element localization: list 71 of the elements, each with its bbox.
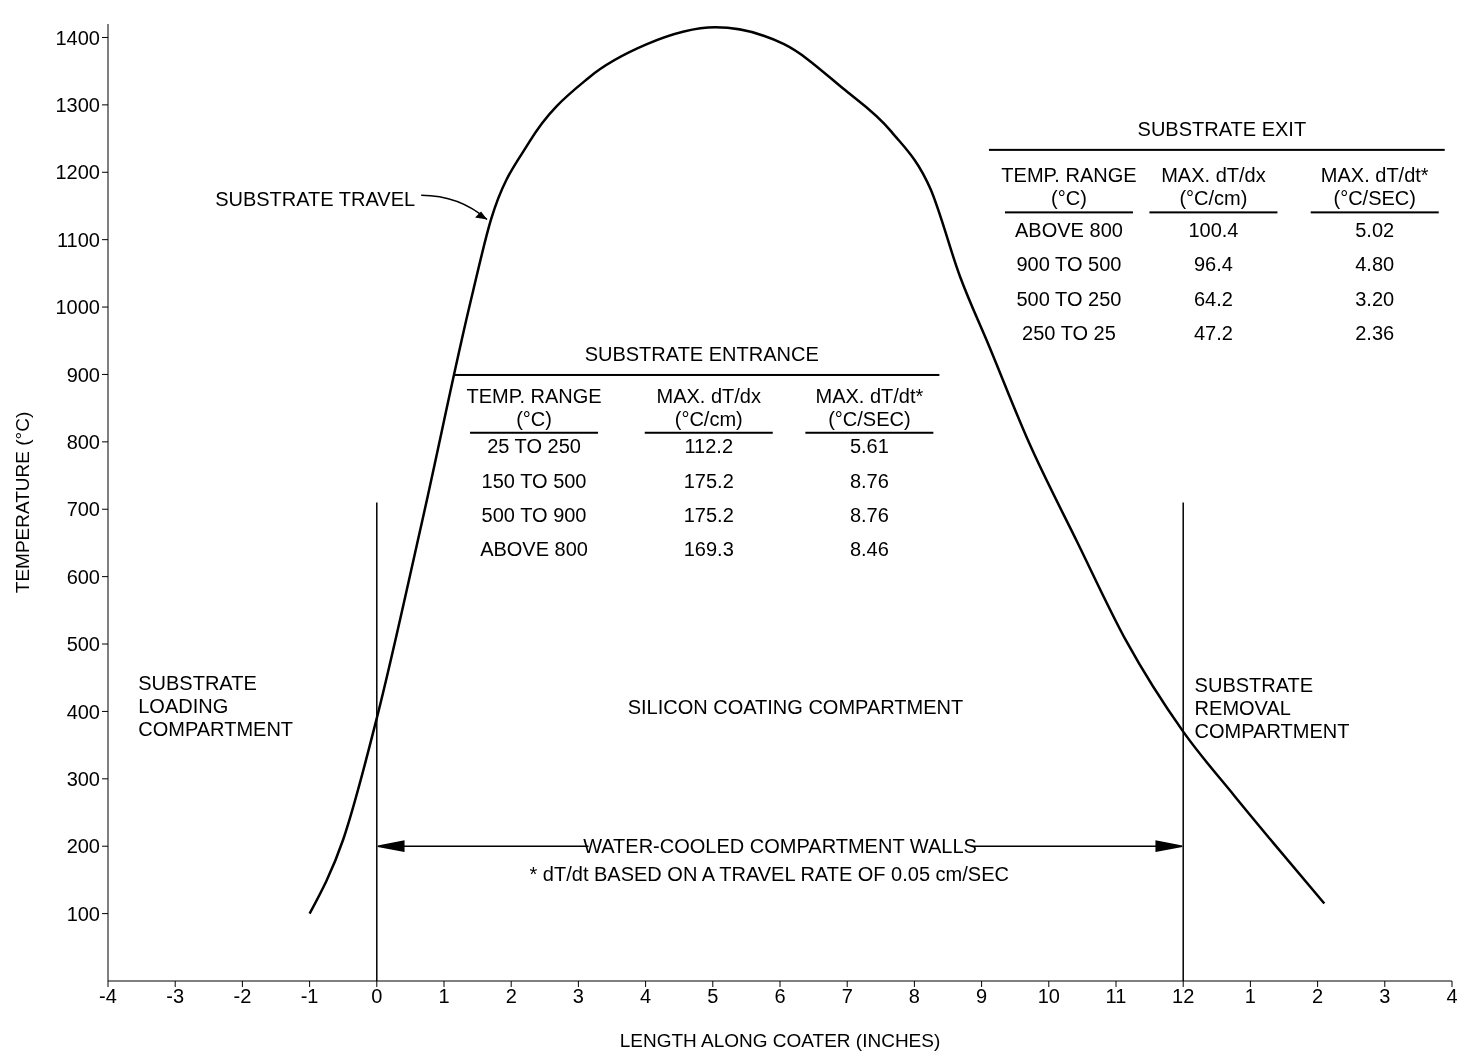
x-tick-label: 8 [908,985,920,1008]
annotation: 8.46 [849,538,889,561]
annotation: SUBSTRATE REMOVAL COMPARTMENT [1194,673,1350,742]
x-tick-label: 6 [774,985,786,1008]
annotation: ABOVE 800 [480,538,588,561]
x-tick-label: -1 [300,985,319,1008]
y-tick-label: 800 [66,430,100,453]
annotation: 3.20 [1355,287,1395,310]
annotation: 169.3 [683,538,734,561]
annotation: 900 TO 500 [1016,253,1122,276]
annotation: MAX. dT/dx (°C/cm) [1161,164,1266,210]
y-tick-label: 1400 [55,26,100,49]
annotation: 96.4 [1193,253,1233,276]
x-tick-label: 1 [438,985,450,1008]
annotation: 2.36 [1355,322,1395,345]
y-axis-title: TEMPERATURE (°C) [11,411,33,594]
annotation: 175.2 [683,469,734,492]
annotation: TEMP. RANGE (°C) [466,384,602,430]
annotation: 5.61 [849,435,889,458]
x-tick-label: 2 [505,985,517,1008]
annotation: SUBSTRATE EXIT [1137,117,1307,140]
annotation: 500 TO 250 [1016,287,1122,310]
y-tick-label: 300 [66,767,100,790]
annotation: MAX. dT/dx (°C/cm) [656,384,762,430]
annotation: 64.2 [1193,287,1233,310]
y-tick-label: 100 [66,902,100,925]
annotation: 25 TO 250 [487,435,581,458]
x-tick-label: -2 [233,985,252,1008]
x-tick-label: -4 [99,985,117,1008]
x-tick-label: 5 [707,985,719,1008]
annotation: 8.76 [849,504,889,527]
annotation: 4.80 [1355,253,1395,276]
y-tick-label: 1100 [56,228,100,251]
annotation: * dT/dt BASED ON A TRAVEL RATE OF 0.05 cm/SEC [529,863,1009,886]
y-tick-label: 900 [66,363,100,386]
x-tick-label: 11 [1105,985,1127,1008]
x-tick-label: 3 [572,985,584,1008]
annotation: SILICON COATING COMPARTMENT [627,696,964,719]
x-tick-label: 7 [841,985,853,1008]
annotation: WATER-COOLED COMPARTMENT WALLS [583,835,977,858]
y-tick-label: 700 [66,498,100,521]
annotation: SUBSTRATE ENTRANCE [584,342,819,365]
x-tick-label: 9 [976,985,988,1008]
annotation: 8.76 [849,469,889,492]
x-tick-label: -3 [166,985,185,1008]
annotation: MAX. dT/dt* (°C/SEC) [815,384,924,430]
x-tick-label: 12 [1172,985,1195,1008]
annotation: 100.4 [1188,218,1239,241]
annotation: 500 TO 900 [481,504,587,527]
annotation: SUBSTRATE TRAVEL [215,188,416,211]
annotation: TEMP. RANGE (°C) [1001,164,1137,210]
y-tick-label: 600 [66,565,100,588]
annotation: MAX. dT/dt* (°C/SEC) [1320,164,1429,210]
annotation: 5.02 [1355,218,1395,241]
annotation: 175.2 [683,504,734,527]
x-tick-label: 0 [371,985,383,1008]
annotation: 150 TO 500 [481,469,587,492]
y-tick-label: 1200 [55,161,100,184]
annotation: 47.2 [1193,322,1233,345]
y-tick-label: 1300 [55,93,100,116]
annotation: 250 TO 25 [1022,322,1116,345]
y-tick-label: 1000 [55,296,100,319]
x-tick-label: 4 [640,985,652,1008]
x-axis-title: LENGTH ALONG COATER (INCHES) [619,1030,941,1051]
y-tick-label: 200 [66,835,100,858]
annotation: ABOVE 800 [1015,218,1123,241]
annotation: SUBSTRATE LOADING COMPARTMENT [138,671,294,740]
y-tick-label: 500 [66,633,100,656]
y-tick-label: 400 [66,700,100,723]
x-tick-label: 10 [1037,985,1060,1008]
annotation: 112.2 [684,435,734,458]
